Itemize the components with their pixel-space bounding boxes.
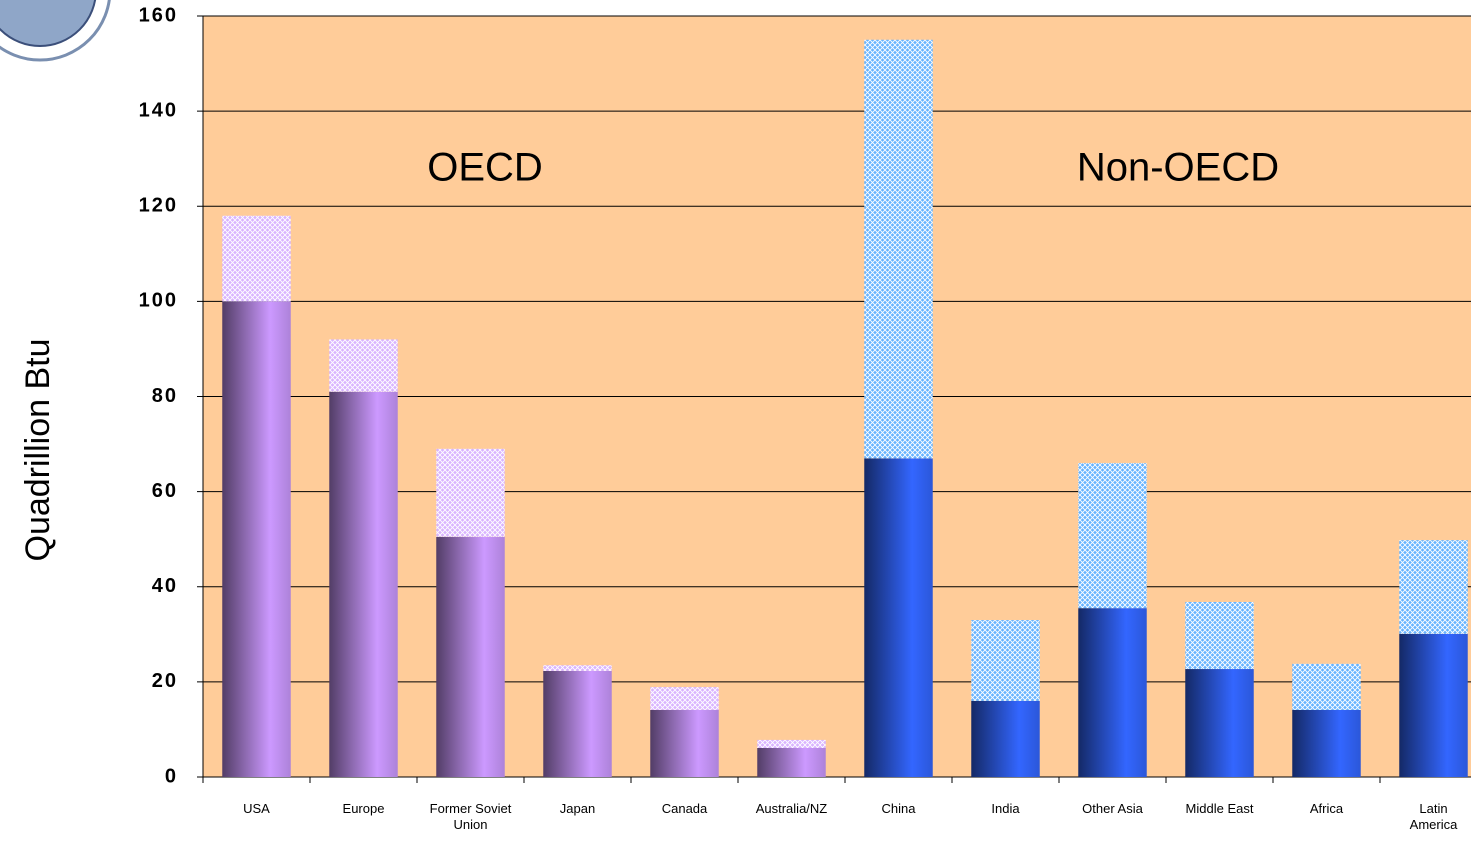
- x-tick-label: China: [881, 801, 916, 816]
- bar-segment: [1292, 709, 1361, 777]
- seal-logo: [0, 0, 111, 62]
- x-tick-label: Former Soviet Union: [429, 801, 512, 832]
- x-tick-label: Other Asia: [1082, 801, 1143, 816]
- bar-segment: [436, 536, 505, 777]
- bar-segment: [1185, 601, 1254, 670]
- x-tick-label: USA: [243, 801, 270, 816]
- bar-segment: [1078, 463, 1147, 609]
- bar-segment: [1185, 669, 1254, 777]
- bar-segment: [1078, 608, 1147, 777]
- x-tick-label: India: [991, 801, 1020, 816]
- group-annotation: OECD: [427, 146, 543, 190]
- bar-segment: [329, 391, 398, 777]
- bar-segment: [650, 687, 719, 710]
- bar-segment: [1399, 633, 1468, 777]
- y-axis-label: Quadrillion Btu: [19, 338, 57, 561]
- bar-segment: [1399, 540, 1468, 634]
- bar-segment: [757, 747, 826, 777]
- y-tick-label: 100: [139, 290, 178, 312]
- y-tick-label: 80: [152, 385, 178, 407]
- x-tick-label: Latin America: [1409, 801, 1458, 832]
- x-tick-label: Japan: [559, 801, 596, 816]
- x-tick-label: Australia/NZ: [755, 801, 828, 816]
- bar-segment: [1292, 663, 1361, 710]
- bar-segment: [650, 709, 719, 777]
- bar-segment: [222, 301, 291, 777]
- bar-segment: [971, 700, 1040, 777]
- y-tick-label: 120: [139, 195, 178, 217]
- y-tick-label: 40: [152, 575, 178, 597]
- bar-segment: [543, 665, 612, 671]
- x-tick-label: Canada: [661, 801, 708, 816]
- y-tick-label: 160: [139, 4, 178, 26]
- bar-segment: [864, 39, 933, 459]
- group-annotation: Non-OECD: [1077, 146, 1279, 190]
- bar-segment: [329, 339, 398, 392]
- bar-segment: [757, 739, 826, 748]
- bar-segment: [543, 670, 612, 777]
- x-tick-label: Europe: [342, 801, 385, 816]
- bar-segment: [864, 458, 933, 777]
- y-tick-label: 60: [152, 480, 178, 502]
- y-tick-label: 140: [139, 99, 178, 121]
- y-tick-label: 0: [165, 765, 178, 787]
- x-tick-label: Africa: [1309, 801, 1344, 816]
- x-tick-label: Middle East: [1185, 801, 1254, 816]
- bar-segment: [971, 620, 1040, 701]
- bar-segment: [436, 448, 505, 537]
- y-tick-label: 20: [152, 670, 178, 692]
- bar-segment: [222, 215, 291, 302]
